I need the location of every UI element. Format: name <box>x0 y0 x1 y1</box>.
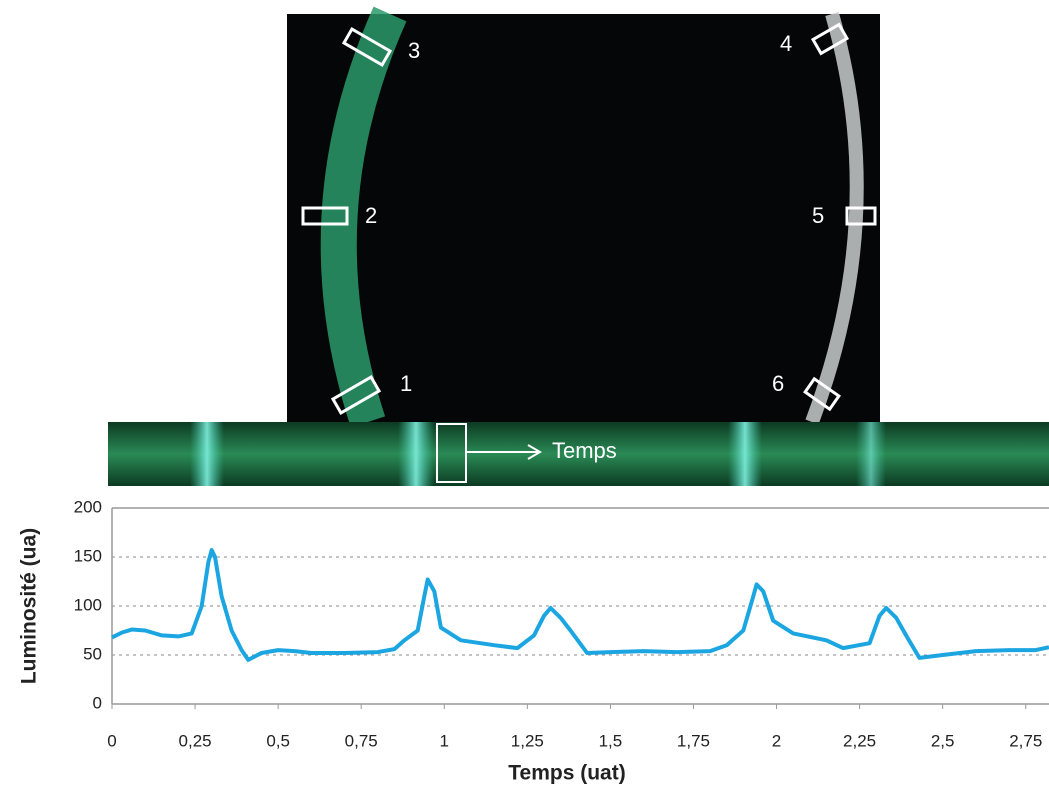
photo: 1 2 3 4 5 6 <box>287 6 880 428</box>
image-label: 6 <box>772 371 784 396</box>
x-tick-label: 2,5 <box>931 731 955 750</box>
x-axis-label: Temps (uat) <box>508 762 625 785</box>
data-line <box>111 548 1049 662</box>
y-axis-label: Luminosité (ua) <box>18 528 41 684</box>
y-tick-label: 100 <box>74 595 102 614</box>
x-tick-label: 1 <box>440 731 449 750</box>
x-tick-label: 1,5 <box>599 731 623 750</box>
x-tick-label: 2 <box>772 731 781 750</box>
image-label: 1 <box>400 371 412 396</box>
image-label: 3 <box>408 38 420 63</box>
image-label: 5 <box>812 203 824 228</box>
x-tick-label: 0,75 <box>345 731 378 750</box>
x-tick-label: 0,5 <box>266 731 290 750</box>
x-tick-label: 0,25 <box>179 731 212 750</box>
x-tick-label: 0 <box>107 731 116 750</box>
x-tick-label: 1,75 <box>677 731 710 750</box>
y-tick-label: 0 <box>93 693 102 712</box>
image-label: 4 <box>780 31 792 56</box>
x-tick-label: 2,75 <box>1009 731 1042 750</box>
y-tick-label: 150 <box>74 546 102 565</box>
x-tick-label: 1,25 <box>511 731 544 750</box>
y-tick-label: 200 <box>74 497 102 516</box>
chart: 0 50 100 150 200 0 0,25 0,5 0,75 1 1,25 1,5 1,75 2 2,2… <box>18 497 1049 785</box>
x-tick-label: 2,25 <box>843 731 876 750</box>
image-label: 2 <box>365 203 377 228</box>
strip-label: Temps <box>552 438 617 463</box>
strip: Temps <box>108 422 1049 486</box>
y-tick-label: 50 <box>83 644 102 663</box>
